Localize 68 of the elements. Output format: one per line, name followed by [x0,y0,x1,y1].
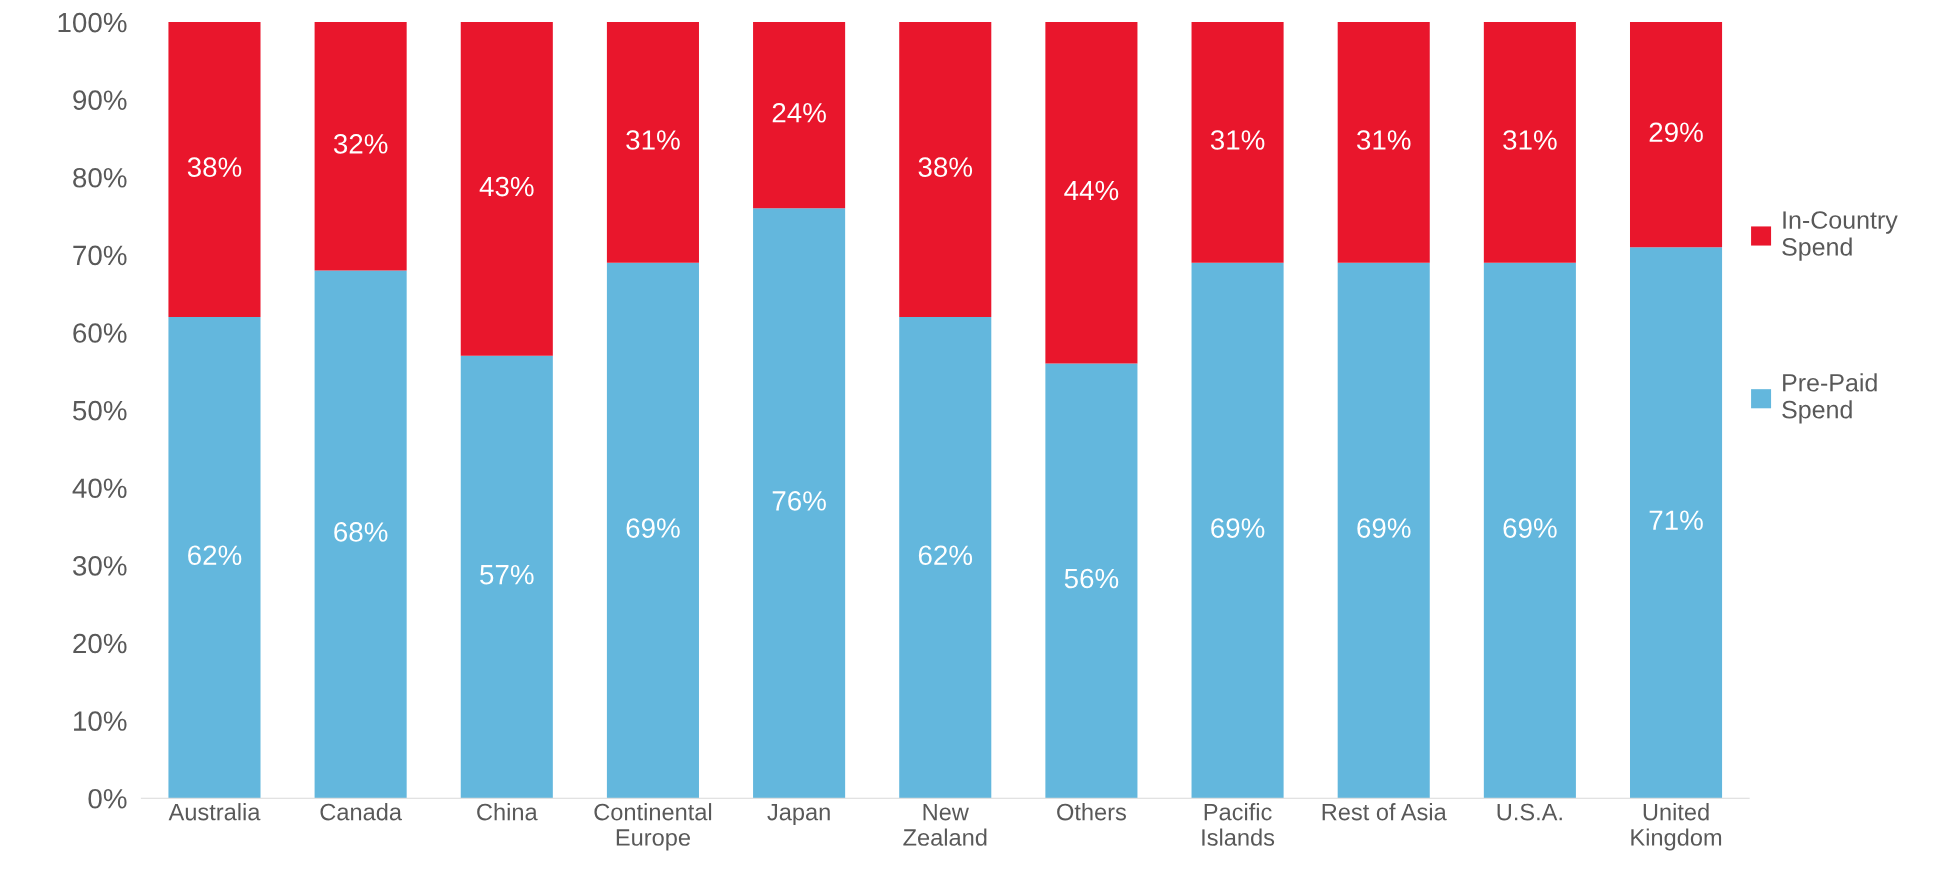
bar [606,22,699,263]
data-label: 31% [1503,130,1557,150]
data-label: 71% [1649,510,1703,531]
bar [1629,22,1723,248]
y-tick-label: 60% [73,323,127,343]
x-tick-label: Continental Europe [594,803,712,851]
y-tick-label: 50% [73,400,127,421]
bar [1337,22,1430,263]
data-label: 31% [1356,130,1411,150]
data-label: 69% [1211,518,1265,538]
data-label: 44% [1064,180,1119,201]
x-tick-label: U.S.A. [1497,803,1562,821]
y-tick-label: 20% [73,633,127,654]
bar [1045,363,1138,799]
y-tick-label: 90% [73,90,127,110]
data-label: 38% [918,157,973,177]
bar [168,316,261,799]
y-tick-label: 30% [72,556,127,576]
bar [1191,262,1284,799]
data-label: 43% [479,176,534,197]
bar [606,262,699,799]
x-tick-label: Others [1057,803,1126,821]
bar [314,270,407,799]
x-tick-label: New Zealand [903,803,987,846]
bar [1337,262,1430,799]
x-tick-label: United Kingdom [1631,803,1722,851]
data-label: 57% [480,564,534,585]
bar [460,22,553,356]
y-tick-label: 100% [58,12,127,33]
bar [899,22,992,317]
data-label: 32% [333,134,388,154]
y-tick-label: 80% [73,167,127,188]
bar [1045,22,1138,364]
bar [1629,247,1723,799]
y-tick-label: 10% [74,711,127,731]
x-tick-label: Japan [767,803,830,826]
legend-label: Pre-Paid Spend [1782,373,1877,424]
x-tick-label: Canada [320,803,402,821]
data-label: 31% [626,130,680,150]
bar [168,22,261,317]
data-label: 29% [1649,122,1703,143]
data-label: 24% [772,102,826,123]
bar [1483,262,1576,799]
x-tick-label: Australia [168,803,261,821]
data-label: 76% [772,491,826,511]
data-label: 62% [188,545,242,566]
data-label: 56% [1064,568,1119,589]
legend-label: In-Country Spend [1782,211,1898,261]
x-tick-label: Rest of Asia [1322,803,1447,821]
bar [899,316,992,799]
bar [460,355,553,799]
data-label: 69% [626,518,680,538]
bar [314,22,407,271]
data-label: 69% [1357,518,1411,538]
bar [753,208,846,799]
y-tick-label: 0% [88,788,127,809]
data-label: 38% [187,157,242,177]
data-label: 69% [1503,518,1557,538]
bar [1191,22,1284,263]
x-tick-label: China [477,803,538,821]
y-tick-label: 40% [72,478,127,499]
data-label: 31% [1210,130,1265,150]
bar [1483,22,1576,263]
bar [753,22,846,209]
data-label: 68% [334,522,388,542]
x-tick-label: Pacific Islands [1202,803,1275,846]
data-label: 62% [918,545,973,566]
y-tick-label: 70% [73,245,127,266]
